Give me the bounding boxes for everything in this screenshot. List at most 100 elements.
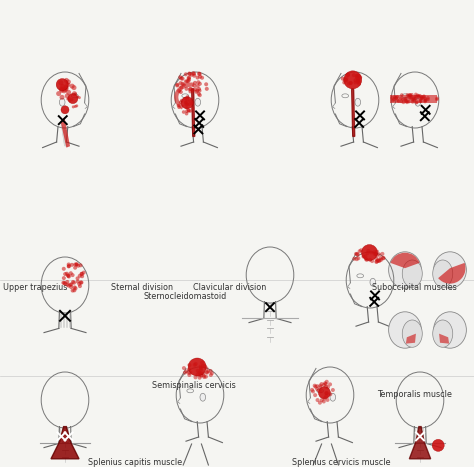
Circle shape (423, 97, 427, 100)
Wedge shape (438, 263, 465, 283)
Circle shape (75, 276, 80, 280)
Circle shape (420, 96, 423, 100)
Circle shape (379, 256, 383, 260)
Circle shape (66, 274, 70, 278)
Circle shape (64, 85, 69, 90)
Circle shape (374, 252, 378, 256)
Circle shape (60, 84, 65, 89)
Circle shape (187, 78, 191, 82)
Circle shape (313, 384, 317, 388)
Circle shape (345, 78, 348, 83)
Circle shape (423, 100, 427, 103)
Circle shape (362, 255, 365, 259)
Circle shape (68, 99, 72, 102)
Circle shape (199, 364, 203, 368)
Circle shape (199, 374, 203, 377)
Circle shape (73, 286, 78, 290)
Circle shape (196, 84, 200, 88)
Circle shape (182, 110, 185, 114)
Circle shape (414, 92, 418, 96)
Circle shape (72, 281, 76, 285)
Circle shape (187, 109, 191, 113)
Circle shape (183, 371, 187, 375)
Polygon shape (191, 89, 195, 136)
Circle shape (56, 78, 68, 91)
Circle shape (187, 103, 191, 106)
Circle shape (202, 374, 206, 378)
Circle shape (189, 87, 193, 91)
Circle shape (199, 366, 203, 370)
Circle shape (191, 71, 195, 75)
Circle shape (395, 95, 399, 99)
Circle shape (198, 89, 201, 92)
Circle shape (414, 95, 418, 98)
Circle shape (412, 98, 415, 102)
Circle shape (177, 89, 181, 93)
Circle shape (179, 100, 182, 104)
Circle shape (318, 401, 322, 405)
Circle shape (202, 364, 207, 368)
Circle shape (419, 97, 423, 100)
Circle shape (198, 72, 201, 76)
Circle shape (315, 384, 319, 388)
Circle shape (364, 257, 368, 261)
Ellipse shape (434, 312, 466, 348)
Circle shape (187, 363, 191, 367)
Circle shape (373, 252, 376, 256)
Circle shape (382, 256, 385, 260)
Circle shape (342, 80, 346, 85)
Circle shape (193, 375, 198, 379)
Circle shape (405, 100, 409, 104)
Circle shape (410, 98, 414, 101)
Circle shape (71, 280, 75, 284)
Circle shape (319, 383, 322, 388)
Circle shape (74, 105, 77, 108)
Circle shape (419, 99, 422, 103)
Circle shape (66, 273, 70, 277)
Circle shape (346, 73, 350, 77)
Circle shape (77, 282, 81, 286)
Circle shape (65, 82, 70, 87)
Circle shape (315, 387, 319, 391)
Circle shape (328, 382, 332, 386)
Circle shape (72, 106, 75, 108)
Circle shape (412, 95, 416, 99)
Wedge shape (391, 253, 419, 268)
Circle shape (63, 87, 68, 92)
Circle shape (187, 373, 191, 377)
Circle shape (392, 98, 395, 101)
Circle shape (435, 97, 439, 100)
Circle shape (61, 281, 65, 285)
Circle shape (184, 79, 188, 84)
Circle shape (184, 100, 188, 104)
Ellipse shape (355, 99, 361, 106)
Circle shape (200, 76, 204, 80)
Circle shape (206, 369, 210, 373)
Ellipse shape (434, 252, 466, 288)
Circle shape (69, 283, 73, 286)
Circle shape (190, 102, 193, 106)
Circle shape (200, 374, 203, 377)
Circle shape (64, 86, 69, 91)
Circle shape (345, 76, 348, 80)
Circle shape (413, 98, 416, 102)
Circle shape (60, 95, 64, 100)
Circle shape (78, 274, 82, 278)
Circle shape (73, 262, 77, 267)
Circle shape (344, 71, 362, 89)
Circle shape (182, 83, 186, 87)
Circle shape (188, 371, 192, 375)
Circle shape (344, 78, 347, 82)
Circle shape (356, 74, 361, 78)
Text: Clavicular division: Clavicular division (193, 283, 266, 291)
Circle shape (177, 106, 181, 109)
Circle shape (322, 399, 326, 403)
Circle shape (197, 92, 201, 96)
Circle shape (354, 80, 357, 85)
Circle shape (393, 95, 396, 99)
Circle shape (356, 256, 360, 260)
Circle shape (177, 104, 180, 107)
Circle shape (378, 258, 382, 262)
Ellipse shape (389, 312, 421, 348)
Ellipse shape (402, 260, 422, 287)
